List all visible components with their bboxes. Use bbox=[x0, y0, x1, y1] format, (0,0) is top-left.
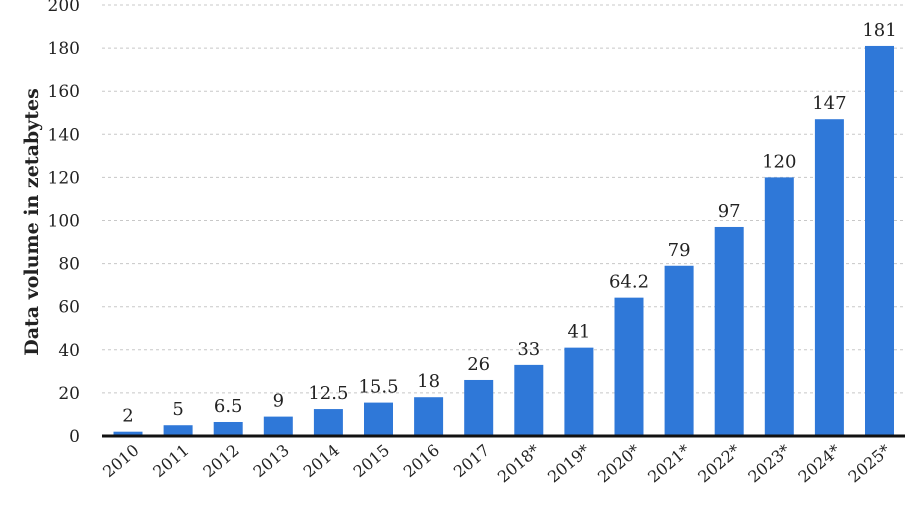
y-tick-label: 160 bbox=[48, 82, 80, 102]
gridlines bbox=[102, 4, 905, 394]
data-label: 41 bbox=[567, 322, 590, 343]
bar bbox=[163, 425, 193, 436]
bar bbox=[614, 297, 644, 436]
y-tick-label: 100 bbox=[48, 212, 80, 232]
data-label: 5 bbox=[172, 399, 183, 420]
x-tick-label: 2015 bbox=[350, 441, 393, 482]
data-label: 6.5 bbox=[214, 396, 243, 417]
bar bbox=[313, 409, 343, 436]
bar bbox=[414, 397, 444, 436]
bar bbox=[764, 177, 794, 436]
data-label: 33 bbox=[517, 339, 540, 360]
x-tick-label: 2019* bbox=[544, 441, 594, 487]
x-tick-label: 2012 bbox=[199, 441, 242, 482]
x-tick-label: 2021* bbox=[644, 441, 694, 487]
bar bbox=[213, 421, 243, 436]
data-label: 64.2 bbox=[609, 272, 649, 293]
y-tick-label: 60 bbox=[58, 298, 80, 318]
data-label: 18 bbox=[417, 371, 440, 392]
y-tick-label: 200 bbox=[48, 0, 80, 16]
x-tick-label: 2010 bbox=[99, 441, 142, 482]
x-tick-label: 2024* bbox=[794, 441, 844, 487]
x-tick-label: 2014 bbox=[300, 441, 343, 482]
bar bbox=[364, 402, 393, 436]
bar bbox=[664, 265, 694, 436]
data-labels: 2 5 6.5 9 12.5 15.5 18 26 33 41 64.2 79 97 120 147 181 bbox=[122, 20, 896, 427]
data-label: 15.5 bbox=[358, 377, 398, 398]
x-tick-label: 2017 bbox=[450, 441, 493, 482]
y-tick-label: 40 bbox=[58, 341, 80, 361]
y-axis-title: Data volume in zetabytes bbox=[21, 88, 43, 356]
data-label: 79 bbox=[668, 240, 691, 261]
y-tick-label: 0 bbox=[69, 427, 80, 447]
x-tick-label: 2016 bbox=[400, 441, 443, 482]
y-tick-label: 20 bbox=[58, 384, 80, 404]
bar bbox=[464, 379, 494, 436]
bars bbox=[113, 45, 894, 436]
data-label: 97 bbox=[718, 201, 741, 222]
x-tick-label: 2023* bbox=[744, 441, 794, 487]
y-tick-label: 180 bbox=[48, 39, 80, 59]
y-axis-ticks: 0 20 40 60 80 100 120 140 160 180 200 bbox=[48, 0, 80, 447]
x-tick-label: 2018* bbox=[494, 441, 544, 487]
x-tick-label: 2025* bbox=[845, 441, 895, 487]
data-label: 181 bbox=[862, 20, 896, 41]
bar bbox=[814, 119, 844, 436]
data-label: 147 bbox=[812, 93, 846, 114]
data-label: 2 bbox=[122, 406, 133, 427]
data-label: 26 bbox=[467, 354, 490, 375]
bar bbox=[714, 226, 744, 436]
data-label: 12.5 bbox=[308, 383, 348, 404]
data-label: 9 bbox=[273, 391, 284, 412]
y-tick-label: 120 bbox=[48, 168, 80, 188]
x-tick-label: 2022* bbox=[694, 441, 744, 487]
y-tick-label: 140 bbox=[48, 125, 80, 145]
bar bbox=[564, 347, 594, 436]
x-tick-label: 2011 bbox=[149, 441, 192, 482]
bar bbox=[865, 45, 894, 436]
x-axis-ticks: 2010 2011 2012 2013 2014 2015 2016 2017 2018* 201… bbox=[99, 441, 894, 487]
x-tick-label: 2020* bbox=[594, 441, 644, 487]
bar bbox=[514, 364, 544, 436]
bar bbox=[263, 416, 293, 436]
y-tick-label: 80 bbox=[58, 255, 80, 275]
bar bbox=[113, 431, 143, 436]
data-label: 120 bbox=[762, 151, 796, 172]
x-tick-label: 2013 bbox=[249, 441, 292, 482]
